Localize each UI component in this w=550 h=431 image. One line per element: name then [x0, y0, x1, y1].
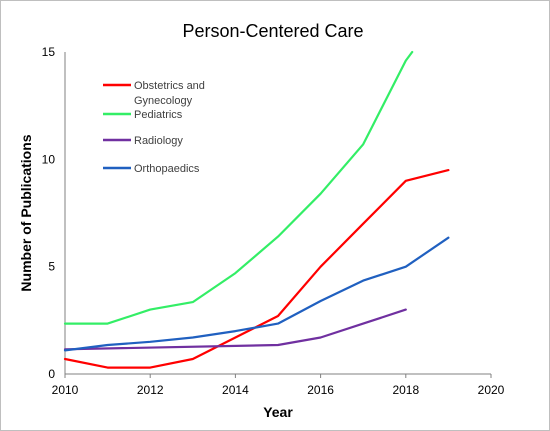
- y-tick-label: 10: [42, 152, 56, 166]
- legend-label: Gynecology: [134, 95, 193, 107]
- series-line-2: [63, 308, 407, 351]
- y-tick-labels: 0 5 10 15: [42, 45, 56, 381]
- y-tick-label: 15: [42, 45, 56, 59]
- y-axis-label: Number of Publications: [18, 134, 34, 291]
- legend-label: Radiology: [134, 135, 183, 147]
- x-tick-labels: 2010 2012 2014 2016 2018 2020: [52, 374, 505, 397]
- y-tick-label: 0: [48, 367, 55, 381]
- series-line-0: [63, 169, 450, 369]
- x-tick-label: 2016: [307, 383, 334, 397]
- x-tick-label: 2012: [137, 383, 164, 397]
- series-line-3: [63, 236, 450, 352]
- series-layer: [63, 50, 450, 369]
- x-tick-label: 2014: [222, 383, 249, 397]
- x-tick-label: 2020: [478, 383, 505, 397]
- legend: Obstetrics and Gynecology Pediatrics Radiol…: [103, 80, 205, 175]
- x-axis-label: Year: [263, 404, 293, 420]
- legend-label: Obstetrics and: [134, 80, 205, 92]
- y-tick-label: 5: [48, 260, 55, 274]
- x-tick-label: 2010: [52, 383, 79, 397]
- legend-label: Orthopaedics: [134, 163, 200, 175]
- legend-label: Pediatrics: [134, 109, 183, 121]
- series-line-1: [63, 50, 414, 325]
- x-tick-label: 2018: [392, 383, 419, 397]
- axes: [64, 52, 491, 375]
- chart-title: Person-Centered Care: [182, 21, 363, 41]
